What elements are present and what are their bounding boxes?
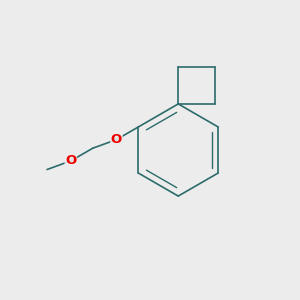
Text: O: O — [111, 133, 122, 146]
Text: O: O — [65, 154, 76, 167]
